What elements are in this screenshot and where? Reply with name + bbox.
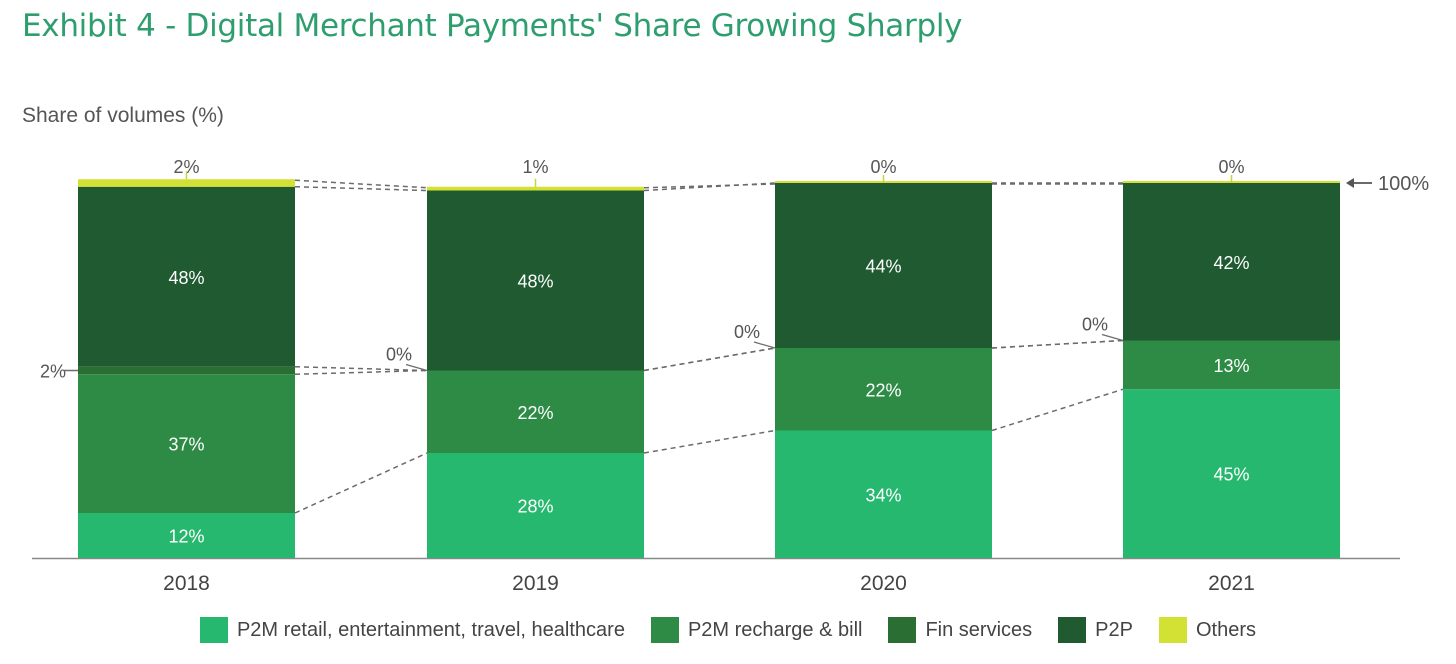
label-leader [1101, 333, 1124, 342]
legend-swatch [1058, 617, 1087, 643]
data-label-others: 0% [870, 157, 896, 177]
legend-label: Fin services [925, 618, 1033, 641]
connector-line [991, 388, 1124, 432]
legend-item: Fin services [888, 617, 1032, 643]
bar-2020-p2p [775, 183, 992, 348]
bar-2018-others [78, 179, 295, 187]
bar-2019-p2m-recharge-bill [427, 370, 644, 453]
data-label-others: 0% [1218, 157, 1244, 177]
data-label-others: 2% [173, 157, 199, 177]
legend-label: P2P [1095, 618, 1133, 641]
data-label: 13% [1213, 356, 1249, 376]
data-label: 22% [865, 380, 901, 400]
data-label: 22% [517, 403, 553, 423]
bar-2020-p2m-retail-entertainment-travel-healthcare [775, 430, 992, 558]
bar-2018-p2m-retail-entertainment-travel-healthcare [78, 513, 295, 558]
data-label-fin-services: 2% [40, 362, 66, 382]
bar-2019-p2p [427, 190, 644, 371]
x-tick-label: 2018 [163, 572, 210, 595]
data-label: 44% [865, 257, 901, 277]
legend-swatch [199, 617, 228, 643]
connector-line [294, 452, 428, 514]
connector-line [294, 366, 428, 372]
legend: P2M retail, entertainment, travel, healt… [0, 617, 1456, 643]
legend-label: P2M recharge & bill [687, 618, 863, 641]
legend-swatch [1158, 617, 1187, 643]
data-label: 28% [517, 497, 553, 517]
bar-2018-fin-services [78, 366, 295, 375]
data-label: 37% [168, 435, 204, 455]
data-label-fin-services: 0% [1082, 315, 1108, 335]
data-label: 34% [865, 485, 901, 505]
data-label-fin-services: 0% [386, 345, 412, 365]
y-axis-label: Share of volumes (%) [22, 104, 224, 127]
bar-2019-p2m-retail-entertainment-travel-healthcare [427, 453, 644, 558]
x-tick-label: 2019 [512, 572, 559, 595]
x-tick-label: 2021 [1208, 572, 1255, 595]
bar-2020-p2m-recharge-bill [775, 348, 992, 431]
connector-line [294, 186, 428, 192]
bar-2018-p2p [78, 186, 295, 367]
chart-title: Exhibit 4 - Digital Merchant Payments' S… [22, 8, 963, 44]
connector-line [643, 429, 776, 454]
data-label: 48% [517, 272, 553, 292]
legend-swatch [888, 617, 917, 643]
total-arrow-head [1346, 178, 1354, 188]
x-tick-label: 2020 [860, 572, 907, 595]
legend-item: P2P [1058, 617, 1133, 643]
bar-2021-p2p [1123, 183, 1340, 341]
connector-line [991, 339, 1124, 349]
data-label-fin-services: 0% [734, 322, 760, 342]
data-label: 42% [1213, 253, 1249, 273]
bar-2021-p2m-retail-entertainment-travel-healthcare [1123, 389, 1340, 558]
total-annotation: 100% [1378, 173, 1429, 195]
bar-2018-p2m-recharge-bill [78, 374, 295, 513]
data-label: 45% [1213, 465, 1249, 485]
bar-2019-others [427, 186, 644, 191]
connector-line [294, 179, 428, 189]
data-label-others: 1% [522, 157, 548, 177]
connector-line [643, 347, 776, 372]
connector-line [643, 183, 776, 189]
data-label: 12% [168, 527, 204, 547]
legend-item: P2M recharge & bill [650, 617, 863, 643]
data-label: 48% [168, 268, 204, 288]
legend-swatch [650, 617, 679, 643]
legend-item: P2M retail, entertainment, travel, healt… [199, 617, 625, 643]
label-leader [753, 341, 776, 349]
legend-label: P2M retail, entertainment, travel, healt… [236, 618, 625, 641]
connector-line [294, 369, 428, 375]
legend-item: Others [1158, 617, 1257, 643]
legend-label: Others [1195, 618, 1257, 641]
bar-2021-p2m-recharge-bill [1123, 340, 1340, 390]
label-leader [405, 363, 428, 372]
